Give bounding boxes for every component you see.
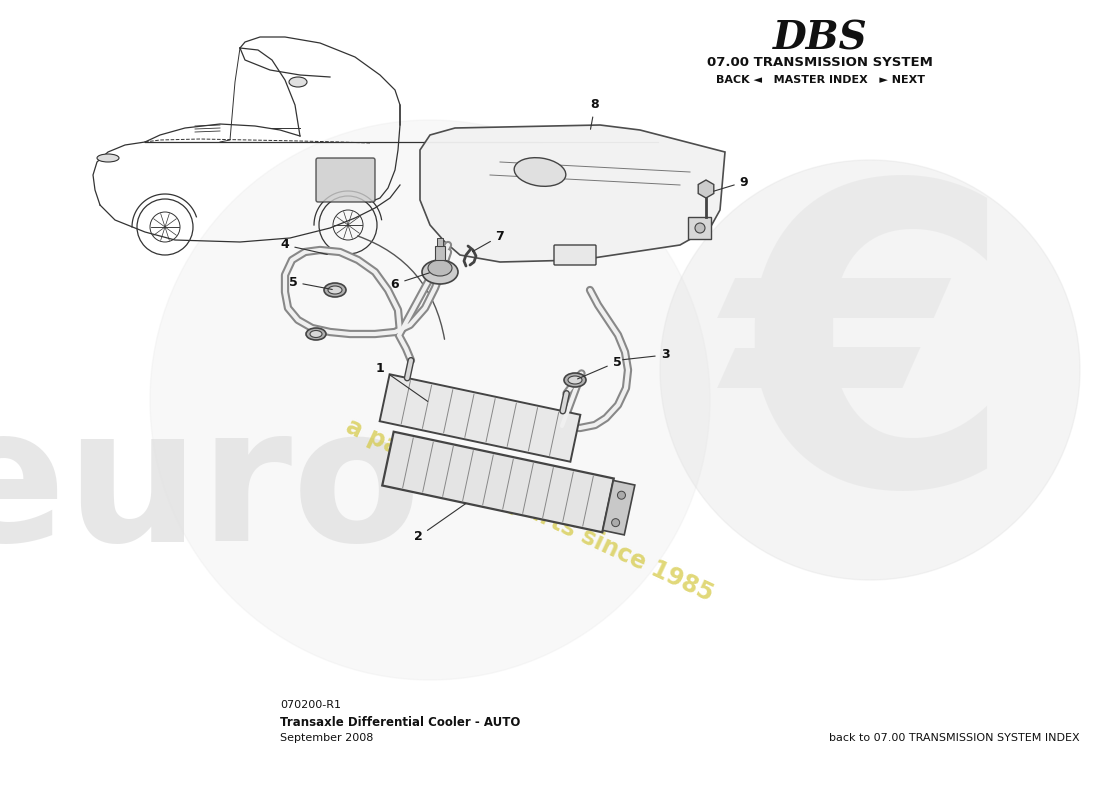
Ellipse shape [428, 260, 452, 276]
Text: 2: 2 [414, 503, 465, 543]
Bar [437, 238, 443, 246]
Text: 7: 7 [472, 230, 505, 252]
Circle shape [660, 160, 1080, 580]
Circle shape [150, 120, 710, 680]
Text: 3: 3 [623, 349, 669, 362]
Text: 8: 8 [591, 98, 600, 130]
Polygon shape [603, 481, 635, 535]
Bar [434, 246, 446, 260]
Text: €: € [725, 168, 1015, 572]
Text: 6: 6 [390, 273, 429, 290]
Ellipse shape [97, 154, 119, 162]
Polygon shape [420, 125, 725, 262]
Text: 070200-R1: 070200-R1 [280, 700, 341, 710]
Ellipse shape [564, 373, 586, 387]
Text: DBS: DBS [772, 19, 868, 57]
Circle shape [695, 223, 705, 233]
Text: 9: 9 [714, 175, 748, 191]
Text: BACK ◄   MASTER INDEX   ► NEXT: BACK ◄ MASTER INDEX ► NEXT [715, 75, 924, 85]
Circle shape [617, 491, 626, 499]
Ellipse shape [568, 376, 582, 384]
FancyBboxPatch shape [316, 158, 375, 202]
Text: Transaxle Differential Cooler - AUTO: Transaxle Differential Cooler - AUTO [280, 715, 520, 729]
Text: 5: 5 [288, 275, 332, 290]
Text: 1: 1 [375, 362, 428, 402]
Ellipse shape [324, 283, 346, 297]
Ellipse shape [289, 77, 307, 87]
Polygon shape [382, 432, 614, 532]
Text: 5: 5 [578, 355, 621, 379]
Ellipse shape [514, 158, 565, 186]
Text: 4: 4 [280, 238, 328, 254]
Ellipse shape [306, 328, 326, 340]
Ellipse shape [310, 330, 322, 338]
Ellipse shape [328, 286, 342, 294]
Circle shape [612, 518, 619, 526]
Text: euro: euro [0, 399, 421, 581]
Text: 07.00 TRANSMISSION SYSTEM: 07.00 TRANSMISSION SYSTEM [707, 55, 933, 69]
Ellipse shape [422, 260, 458, 284]
Text: September 2008: September 2008 [280, 733, 373, 743]
FancyBboxPatch shape [554, 245, 596, 265]
Text: a passion for parts since 1985: a passion for parts since 1985 [342, 414, 717, 606]
Polygon shape [379, 374, 581, 462]
Text: back to 07.00 TRANSMISSION SYSTEM INDEX: back to 07.00 TRANSMISSION SYSTEM INDEX [829, 733, 1080, 743]
Polygon shape [688, 217, 711, 239]
